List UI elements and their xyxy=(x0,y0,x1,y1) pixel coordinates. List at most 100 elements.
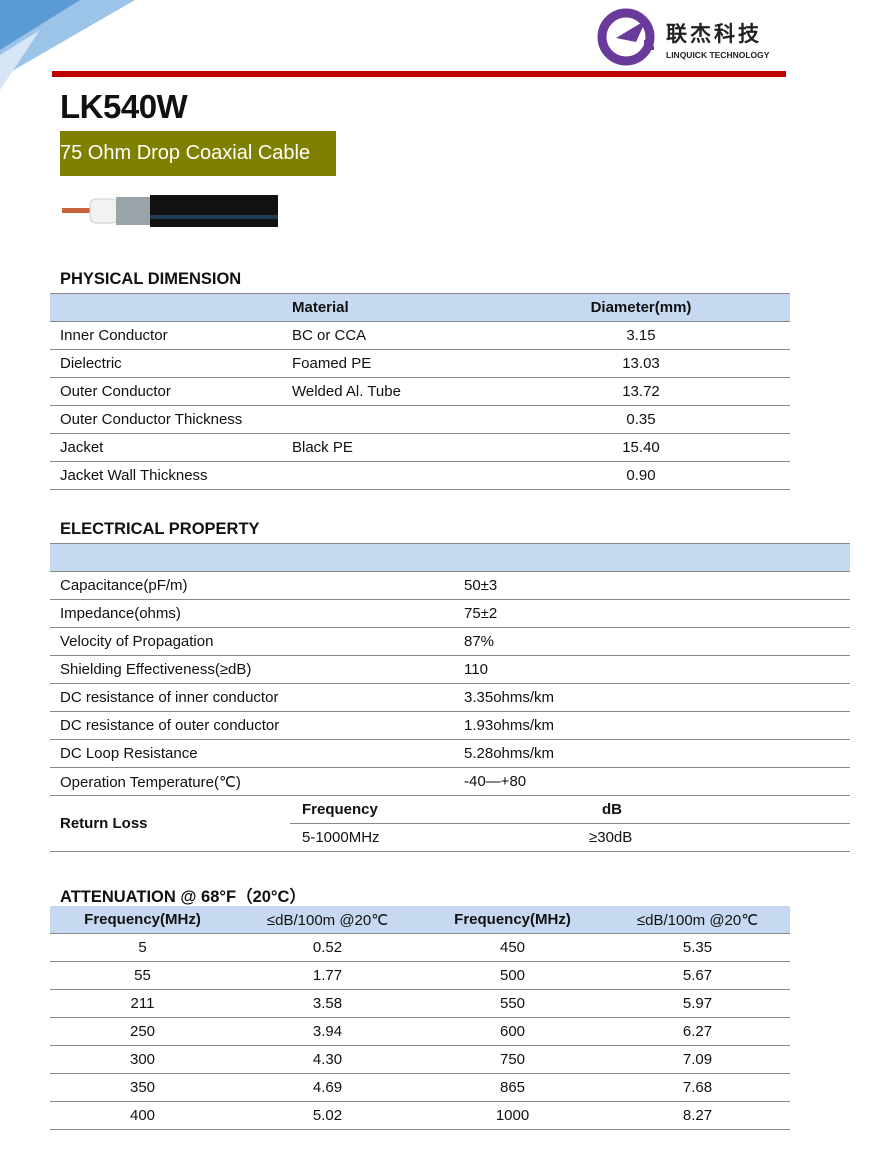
frequency: 250 xyxy=(50,1017,235,1046)
attenuation: 4.69 xyxy=(235,1073,420,1102)
frequency: 400 xyxy=(50,1101,235,1130)
attenuation: 3.94 xyxy=(235,1017,420,1046)
return-loss-frequency: 5-1000MHz xyxy=(290,823,562,852)
physical-heading: PHYSICAL DIMENSION xyxy=(60,270,242,288)
col-frequency-1: Frequency(MHz) xyxy=(50,906,235,934)
frequency: 500 xyxy=(420,961,605,990)
attenuation: 5.35 xyxy=(605,933,790,962)
logo-mark-icon xyxy=(597,8,655,66)
property-name: Outer Conductor xyxy=(50,377,292,406)
table-row: Operation Temperature(℃) -40—+80 xyxy=(50,767,850,796)
return-loss-db: ≥30dB xyxy=(562,823,850,852)
material: Black PE xyxy=(292,433,492,462)
property-value: 110 xyxy=(464,655,850,684)
table-header: Material Diameter(mm) xyxy=(50,293,790,322)
material xyxy=(292,405,492,434)
property-name: DC resistance of outer conductor xyxy=(50,711,464,740)
col-frequency-2: Frequency(MHz) xyxy=(420,906,605,934)
product-model: LK540W xyxy=(60,88,188,125)
table-row: Outer Conductor Thickness 0.35 xyxy=(50,405,790,434)
diameter: 0.90 xyxy=(492,461,790,490)
diameter: 15.40 xyxy=(492,433,790,462)
property-name: Jacket xyxy=(50,433,292,462)
table-row: DC resistance of outer conductor 1.93ohms… xyxy=(50,711,850,740)
table-row: Shielding Effectiveness(≥dB) 110 xyxy=(50,655,850,684)
table-header xyxy=(50,543,850,572)
property-name: DC resistance of inner conductor xyxy=(50,683,464,712)
material xyxy=(292,461,492,490)
frequency: 600 xyxy=(420,1017,605,1046)
attenuation: 7.09 xyxy=(605,1045,790,1074)
frequency: 5 xyxy=(50,933,235,962)
property-value: 1.93ohms/km xyxy=(464,711,850,740)
table-row: Impedance(ohms) 75±2 xyxy=(50,599,850,628)
property-name: Inner Conductor xyxy=(50,321,292,350)
frequency: 1000 xyxy=(420,1101,605,1130)
table-row: DC resistance of inner conductor 3.35ohms… xyxy=(50,683,850,712)
col-attenuation-1: ≤dB/100m @20℃ xyxy=(235,906,420,934)
table-header: Frequency(MHz) ≤dB/100m @20℃ Frequency(M… xyxy=(50,906,790,934)
electrical-heading: ELECTRICAL PROPERTY xyxy=(60,520,260,538)
property-name: Impedance(ohms) xyxy=(50,599,464,628)
property-name: Dielectric xyxy=(50,349,292,378)
frequency: 750 xyxy=(420,1045,605,1074)
table-row: 400 5.02 1000 8.27 xyxy=(50,1101,790,1130)
material: Foamed PE xyxy=(292,349,492,378)
material: Welded Al. Tube xyxy=(292,377,492,406)
property-value: 87% xyxy=(464,627,850,656)
table-row: Jacket Wall Thickness 0.90 xyxy=(50,461,790,490)
table-row: Outer Conductor Welded Al. Tube 13.72 xyxy=(50,377,790,406)
header-divider xyxy=(52,71,786,77)
table-row: 250 3.94 600 6.27 xyxy=(50,1017,790,1046)
cable-image xyxy=(62,195,278,227)
physical-table: Material Diameter(mm) Inner Conductor BC … xyxy=(50,293,790,490)
attenuation: 6.27 xyxy=(605,1017,790,1046)
attenuation: 5.02 xyxy=(235,1101,420,1130)
frequency: 450 xyxy=(420,933,605,962)
attenuation-table: Frequency(MHz) ≤dB/100m @20℃ Frequency(M… xyxy=(50,906,790,1130)
diameter: 0.35 xyxy=(492,405,790,434)
attenuation: 1.77 xyxy=(235,961,420,990)
attenuation: 8.27 xyxy=(605,1101,790,1130)
attenuation: 7.68 xyxy=(605,1073,790,1102)
property-value: 75±2 xyxy=(464,599,850,628)
table-row: Jacket Black PE 15.40 xyxy=(50,433,790,462)
electrical-table: Capacitance(pF/m) 50±3 Impedance(ohms) 75±2… xyxy=(50,543,850,796)
return-loss-label: Return Loss xyxy=(50,796,290,852)
corner-decoration xyxy=(0,0,135,90)
property-name: DC Loop Resistance xyxy=(50,739,464,768)
frequency: 550 xyxy=(420,989,605,1018)
property-value: 3.35ohms/km xyxy=(464,683,850,712)
col-frequency: Frequency xyxy=(290,796,562,824)
diameter: 13.72 xyxy=(492,377,790,406)
frequency: 300 xyxy=(50,1045,235,1074)
table-row: 55 1.77 500 5.67 xyxy=(50,961,790,990)
logo-chinese-name: 联杰科技 xyxy=(666,22,762,46)
property-value: 5.28ohms/km xyxy=(464,739,850,768)
table-row: 350 4.69 865 7.68 xyxy=(50,1073,790,1102)
col-db: dB xyxy=(562,796,850,824)
diameter: 3.15 xyxy=(492,321,790,350)
property-name: Shielding Effectiveness(≥dB) xyxy=(50,655,464,684)
table-row: Dielectric Foamed PE 13.03 xyxy=(50,349,790,378)
table-row: 5 0.52 450 5.35 xyxy=(50,933,790,962)
property-name: Velocity of Propagation xyxy=(50,627,464,656)
attenuation: 5.67 xyxy=(605,961,790,990)
attenuation-heading: ATTENUATION @ 68°F（20°C） xyxy=(60,888,306,906)
material: BC or CCA xyxy=(292,321,492,350)
frequency: 350 xyxy=(50,1073,235,1102)
product-subtitle: 75 Ohm Drop Coaxial Cable xyxy=(60,131,336,176)
table-row: DC Loop Resistance 5.28ohms/km xyxy=(50,739,850,768)
frequency: 55 xyxy=(50,961,235,990)
diameter: 13.03 xyxy=(492,349,790,378)
return-loss-table: Return Loss Frequency dB 5-1000MHz ≥30dB xyxy=(50,796,850,852)
attenuation: 3.58 xyxy=(235,989,420,1018)
property-name: Outer Conductor Thickness xyxy=(50,405,292,434)
property-value: 50±3 xyxy=(464,571,850,600)
frequency: 211 xyxy=(50,989,235,1018)
table-row: 300 4.30 750 7.09 xyxy=(50,1045,790,1074)
attenuation: 5.97 xyxy=(605,989,790,1018)
property-name: Capacitance(pF/m) xyxy=(50,571,464,600)
attenuation: 4.30 xyxy=(235,1045,420,1074)
